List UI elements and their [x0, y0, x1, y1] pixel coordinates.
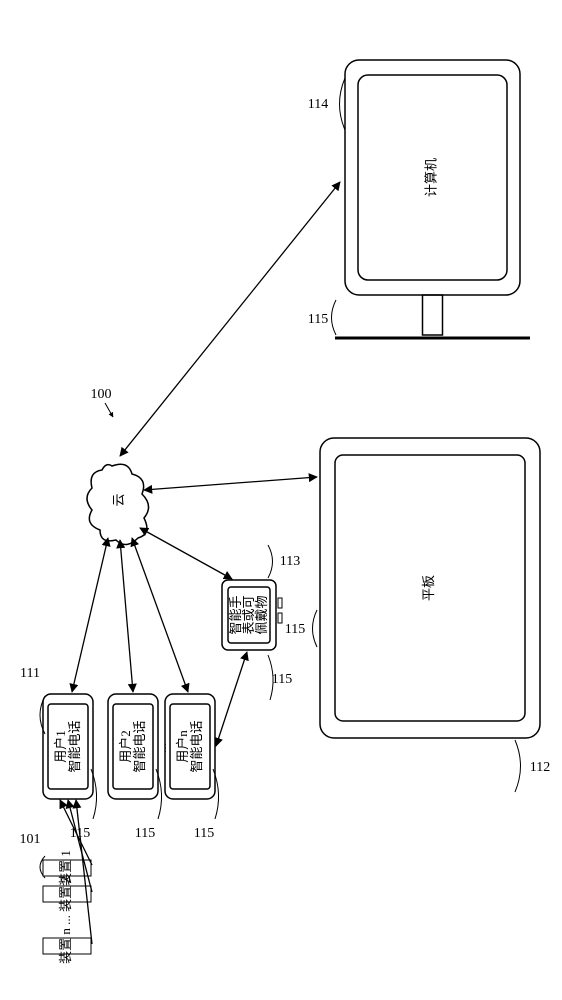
svg-text:智能电话: 智能电话 — [67, 720, 82, 772]
computer-node: 计算机 — [335, 60, 530, 338]
edge — [72, 538, 108, 692]
svg-text:111: 111 — [20, 666, 40, 681]
edge — [140, 528, 232, 579]
svg-text:114: 114 — [308, 97, 328, 112]
phone-node: 用户1智能电话 — [43, 694, 93, 799]
svg-text:用户n: 用户n — [175, 730, 190, 763]
edge — [216, 652, 247, 746]
edge — [132, 538, 188, 692]
svg-text:...: ... — [154, 743, 169, 753]
svg-text:装置 2: 装置 2 — [58, 876, 73, 912]
svg-text:智能电话: 智能电话 — [189, 720, 204, 772]
svg-text:115: 115 — [285, 622, 305, 637]
svg-text:智能电话: 智能电话 — [132, 720, 147, 772]
svg-text:装置 n: 装置 n — [58, 928, 73, 964]
watch-node: 智能手表或可佩戴物 — [222, 580, 282, 650]
svg-text:用户1: 用户1 — [53, 730, 68, 763]
svg-text:115: 115 — [308, 312, 328, 327]
svg-text:云: 云 — [111, 493, 126, 506]
tablet-node: 平板 — [320, 438, 540, 738]
svg-text:101: 101 — [20, 832, 41, 847]
svg-text:115: 115 — [194, 826, 214, 841]
svg-text:计算机: 计算机 — [423, 158, 438, 197]
cloud-node: 云 — [87, 464, 149, 544]
svg-text:115: 115 — [272, 672, 292, 687]
svg-text:佩戴物: 佩戴物 — [254, 595, 269, 634]
svg-text:115: 115 — [135, 826, 155, 841]
sensor-node: 装置 n — [43, 928, 91, 964]
svg-text:...: ... — [58, 915, 73, 925]
edge — [144, 477, 317, 490]
svg-text:112: 112 — [530, 760, 550, 775]
phone-node: 用户n智能电话 — [165, 694, 215, 799]
system-diagram: 100云计算机114115平板112115智能手表或可佩戴物113115用户1智… — [0, 0, 562, 1000]
svg-text:113: 113 — [280, 554, 300, 569]
edge — [76, 800, 92, 944]
sensor-node: 装置 2 — [43, 876, 91, 912]
phone-node: 用户2智能电话 — [108, 694, 158, 799]
svg-text:100: 100 — [91, 387, 112, 402]
svg-text:用户2: 用户2 — [118, 730, 133, 763]
edge — [120, 540, 133, 692]
svg-text:平板: 平板 — [421, 575, 436, 601]
